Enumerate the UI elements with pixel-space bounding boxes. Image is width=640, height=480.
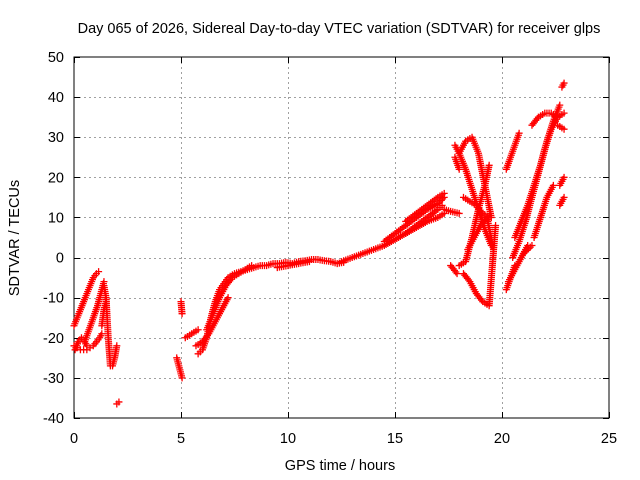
y-tick-label: -30 — [43, 371, 64, 387]
series-arc-37 — [554, 121, 568, 133]
chart-title: Day 065 of 2026, Sidereal Day-to-day VTE… — [78, 21, 601, 37]
data-point — [465, 276, 473, 284]
y-tick-label: 20 — [48, 170, 64, 186]
series-arc-9 — [177, 298, 186, 318]
data-point — [224, 294, 232, 302]
data-point — [560, 109, 568, 117]
data-point — [455, 209, 463, 217]
data-point — [178, 310, 186, 318]
data-point — [434, 199, 442, 207]
data-point — [560, 125, 568, 133]
data-point — [560, 173, 568, 181]
series-arc-33 — [528, 109, 562, 129]
data-point — [178, 374, 186, 382]
series-arc-19 — [440, 205, 463, 217]
y-tick-label: 50 — [48, 50, 64, 66]
data-point — [556, 101, 564, 109]
data-point — [560, 79, 568, 87]
data-point — [492, 221, 500, 229]
x-tick-label: 15 — [387, 431, 403, 447]
data-point — [453, 270, 461, 278]
x-tick-label: 5 — [177, 431, 185, 447]
series-arc-14 — [273, 258, 313, 272]
y-tick-label: -40 — [43, 411, 64, 427]
y-tick-label: 40 — [48, 90, 64, 106]
y-tick-label: -10 — [43, 291, 64, 307]
series-arc-6 — [98, 298, 110, 330]
series-arc-18 — [402, 189, 448, 225]
series-arc-7 — [113, 398, 123, 408]
series-arc-38 — [558, 79, 568, 91]
data-point — [95, 268, 103, 276]
grid — [74, 57, 609, 418]
data-point — [305, 258, 313, 266]
series-arc-27 — [447, 262, 461, 278]
y-tick-label: 0 — [56, 251, 64, 267]
x-axis-label: GPS time / hours — [285, 458, 395, 474]
series-arc-10 — [181, 326, 202, 342]
data-point — [115, 398, 123, 406]
y-axis-label: SDTVAR / TECUs — [7, 180, 23, 296]
data-point — [248, 262, 256, 270]
data-point — [554, 113, 562, 121]
data-point — [437, 196, 445, 204]
x-tick-label: 20 — [494, 431, 510, 447]
data-point — [560, 193, 568, 201]
data-point — [83, 342, 91, 350]
series-arc-25 — [464, 213, 497, 254]
y-tick-labels: -40 -30 -20 -10 0 10 20 30 40 50 — [43, 50, 64, 427]
y-tick-label: -20 — [43, 331, 64, 347]
plot-frame — [73, 56, 610, 419]
data-marks — [70, 79, 568, 408]
data-point — [549, 181, 557, 189]
series-arc-26 — [451, 153, 463, 173]
series-arc-35 — [556, 193, 568, 209]
x-tick-label: 25 — [601, 431, 617, 447]
data-point — [194, 326, 202, 334]
data-point — [452, 268, 460, 276]
data-point — [485, 161, 493, 169]
data-point — [98, 330, 106, 338]
x-tick-labels: 0 5 10 15 20 25 — [70, 431, 617, 447]
data-point — [438, 201, 446, 209]
x-tick-label: 0 — [70, 431, 78, 447]
data-point — [489, 246, 497, 254]
series-arc-13 — [203, 262, 256, 334]
data-point — [440, 189, 448, 197]
series-arc-1 — [70, 268, 103, 330]
y-tick-label: 10 — [48, 210, 64, 226]
data-point — [515, 129, 523, 137]
series-arc-8 — [173, 354, 186, 382]
x-tick-label: 10 — [280, 431, 296, 447]
series-arc-39 — [519, 242, 536, 258]
series-arc-17 — [402, 201, 446, 237]
data-point — [528, 242, 536, 250]
y-tick-label: 30 — [48, 130, 64, 146]
series-arc-34 — [530, 181, 557, 241]
axis-ticks — [74, 57, 610, 419]
series-arc-36 — [556, 173, 568, 189]
data-point — [113, 342, 121, 350]
series-arc-32 — [509, 109, 568, 262]
data-point — [102, 298, 110, 306]
series-arc-30 — [502, 129, 523, 173]
data-point — [455, 165, 463, 173]
